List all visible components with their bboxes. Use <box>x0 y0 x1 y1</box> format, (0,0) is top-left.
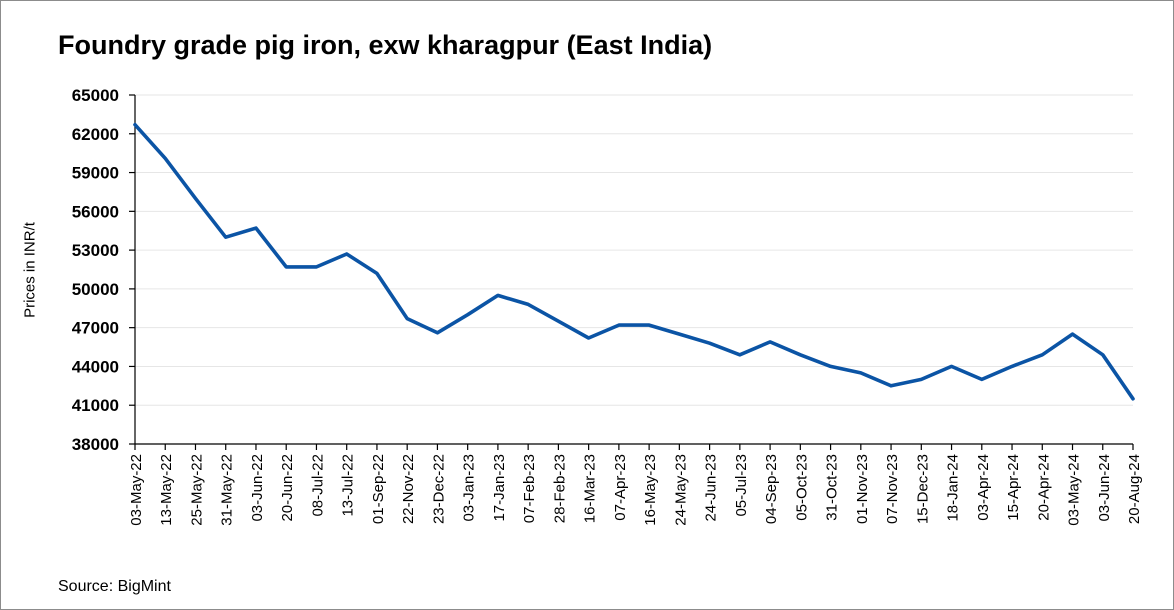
x-tick-label: 15-Dec-23 <box>914 454 931 524</box>
y-tick-label: 62000 <box>72 125 119 144</box>
y-tick-label: 53000 <box>72 241 119 260</box>
x-tick-label: 28-Feb-23 <box>551 454 568 523</box>
y-tick-label: 41000 <box>72 396 119 415</box>
series-line-0 <box>133 122 1135 401</box>
x-tick-label: 03-Apr-24 <box>975 454 992 521</box>
x-tick-label: 17-Jan-23 <box>491 454 508 522</box>
x-tick-label: 20-Jun-22 <box>279 454 296 522</box>
gridlines <box>135 94 1133 406</box>
x-tick-label: 07-Apr-23 <box>612 454 629 521</box>
x-tick-label: 31-Oct-23 <box>824 454 841 521</box>
chart-title: Foundry grade pig iron, exw kharagpur (E… <box>58 30 713 60</box>
x-tick-label: 01-Nov-23 <box>854 454 871 524</box>
x-tick-label: 25-May-22 <box>188 454 205 526</box>
y-tick-labels: 38000 41000 44000 47000 50000 53000 56000 59000… <box>72 86 119 454</box>
y-tick-label: 38000 <box>72 435 119 454</box>
x-tick-label: 05-Oct-23 <box>793 454 810 521</box>
y-tick-label: 56000 <box>72 202 119 221</box>
series-group <box>133 122 1135 401</box>
x-tick-label: 03-Jan-23 <box>461 454 478 522</box>
y-tick-label: 50000 <box>72 280 119 299</box>
x-tick-label: 03-May-24 <box>1066 454 1083 526</box>
x-tick-label: 03-Jun-24 <box>1096 454 1113 522</box>
x-tick-label: 16-Mar-23 <box>582 454 599 523</box>
x-tick-label: 15-Apr-24 <box>1005 454 1022 521</box>
x-tick-label: 01-Sep-22 <box>370 454 387 524</box>
x-tick-label: 18-Jan-24 <box>945 454 962 522</box>
x-tick-label: 22-Nov-22 <box>400 454 417 524</box>
x-tick-label: 07-Nov-23 <box>884 454 901 524</box>
axes <box>129 94 1134 450</box>
y-tick-label: 65000 <box>72 86 119 105</box>
x-tick-label: 07-Feb-23 <box>521 454 538 523</box>
x-tick-label: 04-Sep-23 <box>763 454 780 524</box>
x-tick-label: 24-May-23 <box>672 454 689 526</box>
x-tick-label: 24-Jun-23 <box>703 454 720 522</box>
x-tick-label: 03-Jun-22 <box>249 454 266 522</box>
x-tick-label: 20-Aug-24 <box>1126 454 1143 524</box>
x-tick-label: 13-May-22 <box>158 454 175 526</box>
y-tick-label: 59000 <box>72 164 119 183</box>
y-tick-label: 44000 <box>72 357 119 376</box>
x-tick-label: 05-Jul-23 <box>733 454 750 517</box>
x-tick-label: 20-Apr-24 <box>1035 454 1052 521</box>
source-note: Source: BigMint <box>58 578 171 595</box>
x-tick-label: 13-Jul-22 <box>340 454 357 517</box>
y-tick-label: 47000 <box>72 319 119 338</box>
x-tick-labels: 03-May-22 13-May-22 25-May-22 31-May-22 03-J… <box>128 454 1143 526</box>
x-tick-label: 16-May-23 <box>642 454 659 526</box>
x-tick-label: 03-May-22 <box>128 454 145 526</box>
x-tick-label: 31-May-22 <box>219 454 236 526</box>
x-tick-label: 08-Jul-22 <box>309 454 326 517</box>
x-tick-label: 23-Dec-22 <box>430 454 447 524</box>
